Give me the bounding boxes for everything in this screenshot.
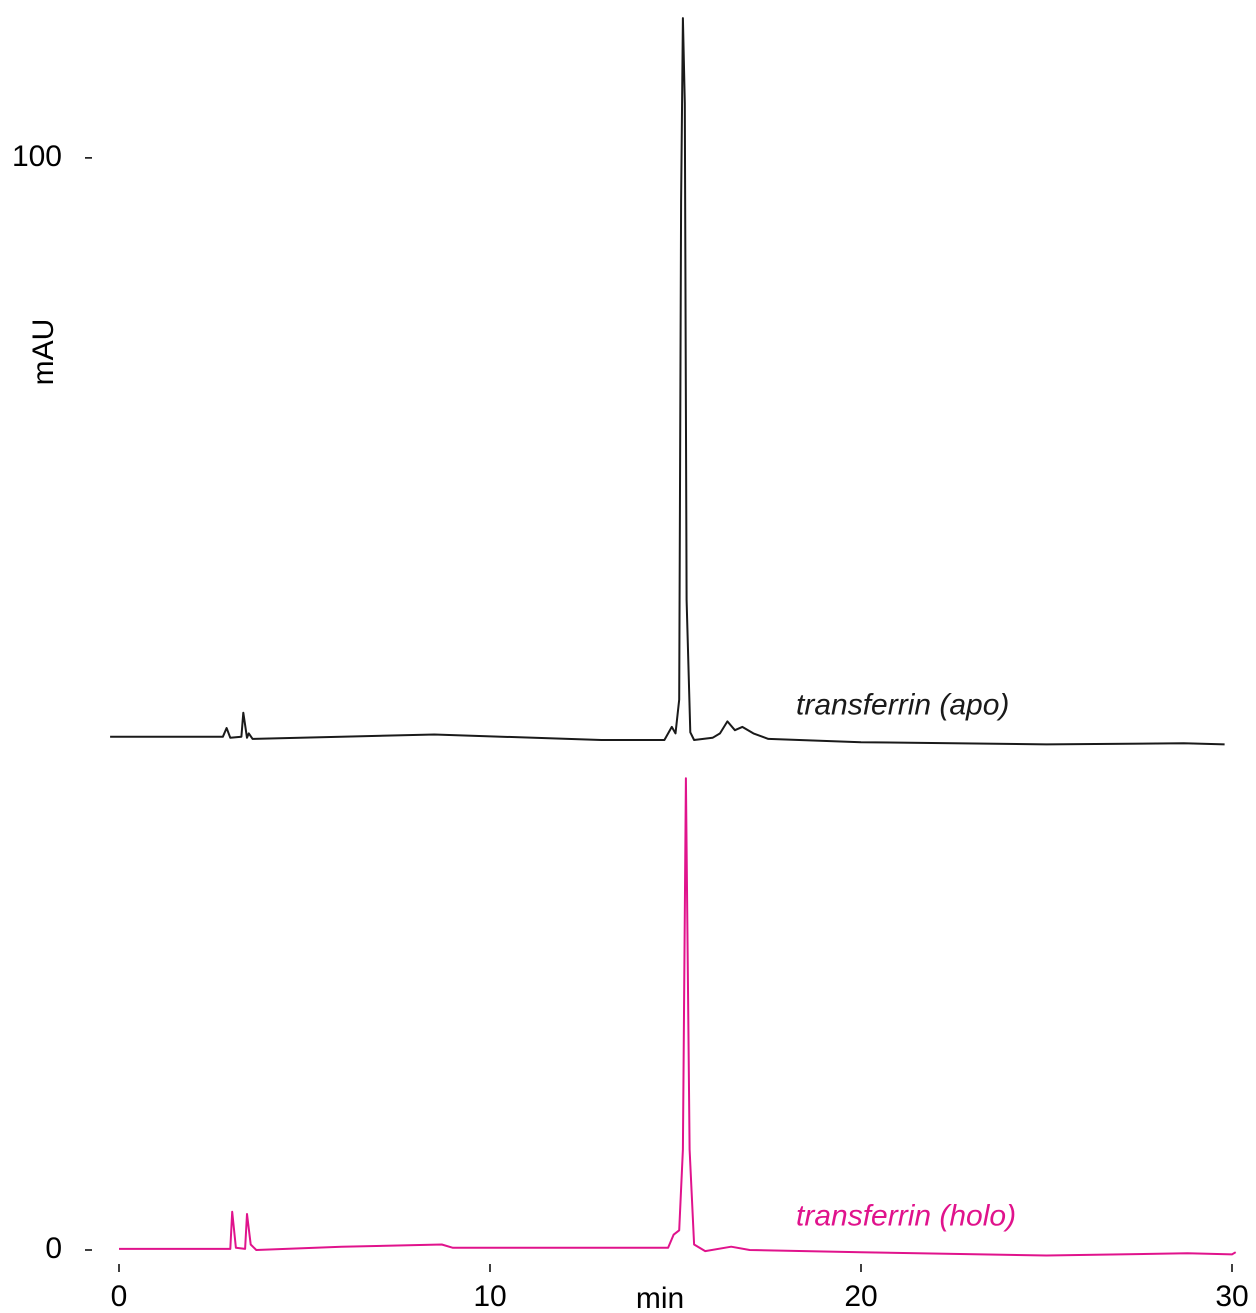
series-line xyxy=(110,17,1225,746)
x-tick-label: 0 xyxy=(111,1280,128,1313)
x-tick-label: 30 xyxy=(1215,1280,1248,1313)
series-label: transferrin (holo) xyxy=(796,1199,1016,1232)
x-tick-label: 20 xyxy=(844,1280,877,1313)
y-tick-label: 0 xyxy=(45,1232,62,1265)
x-axis-label: min xyxy=(636,1282,684,1313)
series-label: transferrin (apo) xyxy=(796,688,1009,721)
y-axis-label: mAU xyxy=(27,319,60,386)
series-line xyxy=(119,777,1237,1257)
x-tick-label: 10 xyxy=(473,1280,506,1313)
y-tick-label: 100 xyxy=(12,140,62,173)
